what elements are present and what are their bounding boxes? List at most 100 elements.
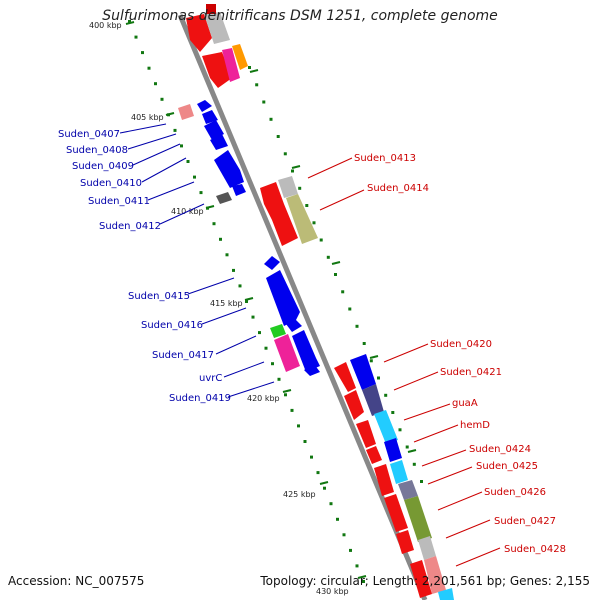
tick-label: 405 kbp (131, 113, 164, 122)
gene-label[interactable]: Suden_0427 (494, 516, 556, 527)
gene-label[interactable]: Suden_0428 (504, 544, 566, 555)
genome-summary-text: Topology: circular; Length: 2,201,561 bp… (260, 574, 590, 588)
track-dot (303, 440, 307, 443)
tick-mark (282, 389, 292, 393)
track-dot (248, 66, 251, 69)
track-dot (377, 376, 380, 380)
tick-label: 430 kbp (316, 587, 349, 596)
gene-arrow (384, 494, 408, 532)
gene-label[interactable]: Suden_0413 (354, 153, 416, 164)
gene-arrow (384, 438, 402, 462)
gene-arrow (270, 324, 286, 338)
gene-label[interactable]: Suden_0426 (484, 487, 546, 498)
gene-arrow (222, 48, 240, 82)
track-dot (262, 100, 266, 104)
gene-label[interactable]: Suden_0414 (367, 183, 429, 194)
track-dot (232, 268, 235, 272)
tick-mark (291, 165, 301, 169)
gene-features-right-2 (334, 354, 454, 600)
track-dot (134, 35, 138, 39)
track-dot (245, 300, 248, 303)
gene-arrow (366, 446, 382, 464)
track-dot (329, 502, 333, 506)
track-dot (336, 517, 339, 521)
tick-mark (319, 481, 329, 485)
track-dot (147, 66, 151, 70)
track-dot (128, 20, 131, 23)
gene-arrow (292, 330, 320, 372)
gene-label[interactable]: Suden_0425 (476, 461, 538, 472)
gene-arrow (410, 560, 432, 598)
gene-label[interactable]: Suden_0411 (88, 196, 150, 207)
tick-mark (244, 297, 254, 301)
track-dot (255, 83, 259, 87)
track-dot (290, 408, 294, 412)
gene-arrow (362, 384, 384, 416)
track-dot (238, 284, 242, 288)
gene-arrow (374, 410, 398, 444)
gene-features-left-2 (264, 256, 320, 376)
gene-arrow (264, 256, 280, 270)
gene-label[interactable]: Suden_0410 (80, 178, 142, 189)
gene-arrow (344, 390, 364, 420)
track-dot (298, 186, 302, 190)
gene-label[interactable]: Suden_0412 (99, 221, 161, 232)
gene-label[interactable]: hemD (460, 420, 490, 431)
gene-label[interactable]: Suden_0420 (430, 339, 492, 350)
track-dot (212, 222, 216, 226)
track-dot (384, 393, 388, 397)
tick-mark (369, 355, 379, 359)
gene-arrow (214, 150, 244, 188)
track-dot (173, 128, 177, 132)
track-dot (277, 377, 281, 381)
scale-ticks (125, 21, 417, 579)
track-dot (312, 221, 316, 225)
track-dot (310, 455, 313, 459)
gene-label[interactable]: Suden_0416 (141, 320, 203, 331)
gene-arrow (204, 12, 230, 44)
gene-arrow (202, 52, 232, 88)
gene-label[interactable]: Suden_0417 (152, 350, 214, 361)
track-dot (355, 564, 359, 568)
track-dot (405, 445, 409, 449)
gene-label[interactable]: Suden_0421 (440, 367, 502, 378)
gene-label[interactable]: Suden_0409 (72, 161, 134, 172)
gene-label[interactable]: Suden_0415 (128, 291, 190, 302)
track-dot (258, 331, 261, 335)
gene-arrow (286, 318, 302, 332)
gene-arrow (398, 480, 418, 500)
track-dot (251, 315, 255, 319)
gene-label[interactable]: Suden_0419 (169, 393, 231, 404)
genome-backbone (177, 14, 428, 600)
gene-arrow (418, 536, 436, 560)
gene-label[interactable]: uvrC (199, 373, 222, 384)
gene-label[interactable]: Suden_0408 (66, 145, 128, 156)
outer-dotted-track (248, 66, 423, 483)
gene-arrow (216, 192, 232, 204)
page-title: Sulfurimonas denitrificans DSM 1251, com… (102, 8, 498, 24)
gene-arrow (424, 556, 446, 594)
gene-arrow (232, 184, 246, 196)
track-dot (362, 342, 366, 345)
tick-label: 425 kbp (283, 490, 316, 499)
gene-arrow (202, 110, 218, 124)
tick-label: 400 kbp (89, 21, 122, 30)
track-dot (391, 411, 395, 414)
tick-label: 420 kbp (247, 394, 280, 403)
track-dot (264, 346, 268, 350)
track-dot (349, 548, 352, 552)
track-dot (420, 480, 423, 483)
gene-arrow (186, 14, 212, 52)
track-dot (369, 359, 373, 363)
gene-arrow (232, 44, 248, 70)
gene-label[interactable]: Suden_0424 (469, 444, 531, 455)
gene-arrow (178, 104, 194, 120)
track-dot (326, 255, 330, 259)
track-dot (342, 533, 346, 537)
gene-label[interactable]: guaA (452, 398, 478, 409)
track-dot (186, 160, 190, 163)
gene-arrow (374, 464, 394, 496)
gene-label[interactable]: Suden_0407 (58, 129, 120, 140)
track-dot (319, 238, 323, 242)
